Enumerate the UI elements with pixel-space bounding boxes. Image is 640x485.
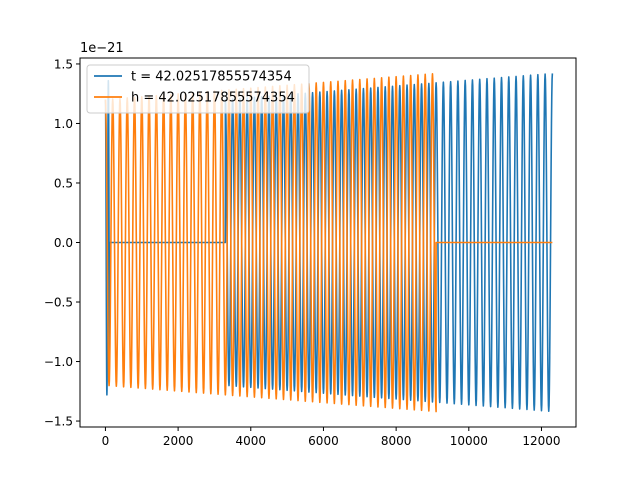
x-axis: 0 2000 4000 6000 8000 10000 12000 [102,427,561,448]
x-tick-label: 6000 [308,434,339,448]
legend-label-h: h = 42.02517855574354 [131,91,295,106]
x-tick-label: 4000 [236,434,267,448]
x-tick-label: 8000 [381,434,412,448]
x-tick-label: 12000 [522,434,560,448]
series-line-1 [104,72,553,413]
y-axis: −1.5 −1.0 −0.5 0.0 0.5 1.0 1.5 [44,57,80,429]
y-tick-label: 1.5 [54,57,73,71]
series-layer [104,72,554,413]
y-tick-label: 0.0 [54,236,73,250]
x-tick-label: 0 [102,434,110,448]
y-tick-label: 0.5 [54,176,73,190]
y-tick-label: −0.5 [44,296,73,310]
legend-box [86,64,310,114]
y-tick-label: 1.0 [54,117,73,131]
x-tick-label: 2000 [163,434,194,448]
legend-label-t: t = 42.02517855574354 [131,70,292,85]
x-tick-label: 10000 [450,434,488,448]
y-tick-label: −1.5 [44,415,73,429]
legend: t = 42.02517855574354 h = 42.02517855574… [86,64,310,114]
y-tick-label: −1.0 [44,355,73,369]
y-offset-label: 1e−21 [80,41,124,56]
